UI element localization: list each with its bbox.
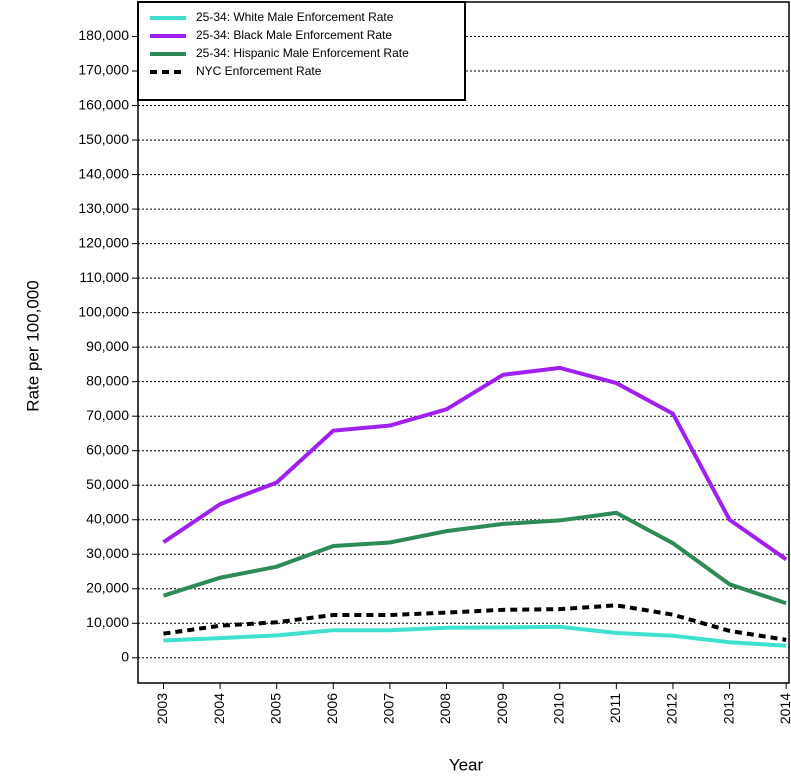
x-tick-label: 2010 [550,693,566,724]
y-tick-label: 80,000 [86,372,129,388]
line-series [163,603,787,642]
legend-label: 25-34: Hispanic Male Enforcement Rate [196,46,409,60]
x-tick-label: 2003 [154,693,170,724]
x-tick-label: 2006 [324,693,340,724]
y-axis-label: Rate per 100,000 [23,280,42,411]
x-tick-label: 2014 [777,693,791,724]
x-tick-label: 2009 [494,693,510,724]
legend-label: NYC Enforcement Rate [196,64,322,78]
y-tick-label: 120,000 [78,234,129,250]
y-tick-label: 150,000 [78,131,129,147]
y-tick-label: 130,000 [78,200,129,216]
y-tick-label: 40,000 [86,510,129,526]
y-tick-label: 0 [121,649,129,665]
y-tick-label: 110,000 [79,269,129,285]
y-tick-label: 160,000 [78,96,129,112]
y-tick-label: 140,000 [78,165,129,181]
x-axis-label: Year [449,755,484,774]
x-tick-label: 2012 [664,693,680,724]
y-tick-label: 60,000 [86,441,129,457]
legend-label: 25-34: White Male Enforcement Rate [196,10,394,24]
x-tick-label: 2005 [267,693,283,724]
line-series [162,510,787,606]
y-tick-label: 90,000 [86,338,129,354]
x-tick-label: 2008 [437,693,453,724]
y-tick-label: 10,000 [86,614,129,630]
plot-frame [137,1,790,684]
y-tick-label: 100,000 [78,303,129,319]
legend-box [137,1,466,101]
y-tick-label: 50,000 [86,476,129,492]
x-tick-label: 2011 [607,693,623,723]
line-series [162,365,788,562]
y-tick-label: 20,000 [86,579,129,595]
x-tick-label: 2013 [720,693,736,724]
legend: 25-34: White Male Enforcement Rate 25-34:… [137,1,466,101]
x-tick-label: 2007 [381,693,397,724]
line-series [163,624,787,648]
y-tick-label: 30,000 [86,545,129,561]
y-tick-label: 180,000 [78,27,129,43]
x-tick-label: 2004 [211,693,227,724]
y-tick-label: 170,000 [78,62,129,78]
legend-label: 25-34: Black Male Enforcement Rate [196,28,392,42]
y-tick-label: 70,000 [86,407,129,423]
